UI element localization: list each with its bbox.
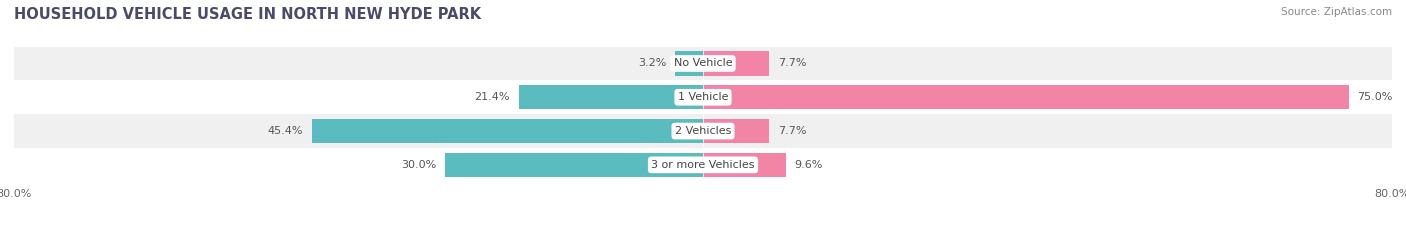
Text: 3 or more Vehicles: 3 or more Vehicles — [651, 160, 755, 170]
Bar — [14, 148, 1392, 182]
Bar — [14, 114, 1392, 148]
Bar — [312, 119, 703, 143]
Text: 3.2%: 3.2% — [638, 58, 666, 69]
Text: 7.7%: 7.7% — [778, 126, 807, 136]
Legend: Owner-occupied, Renter-occupied: Owner-occupied, Renter-occupied — [588, 231, 818, 233]
Text: Source: ZipAtlas.com: Source: ZipAtlas.com — [1281, 7, 1392, 17]
Bar — [703, 153, 786, 177]
Text: 2 Vehicles: 2 Vehicles — [675, 126, 731, 136]
Bar — [675, 51, 703, 76]
Bar — [14, 80, 1392, 114]
Text: 21.4%: 21.4% — [475, 92, 510, 102]
Bar — [703, 51, 769, 76]
Text: 7.7%: 7.7% — [778, 58, 807, 69]
Bar — [14, 47, 1392, 80]
Text: 45.4%: 45.4% — [269, 126, 304, 136]
Text: HOUSEHOLD VEHICLE USAGE IN NORTH NEW HYDE PARK: HOUSEHOLD VEHICLE USAGE IN NORTH NEW HYD… — [14, 7, 481, 22]
Text: 9.6%: 9.6% — [794, 160, 823, 170]
Bar — [703, 119, 769, 143]
Text: 75.0%: 75.0% — [1358, 92, 1393, 102]
Bar — [444, 153, 703, 177]
Bar — [519, 85, 703, 110]
Bar — [703, 85, 1348, 110]
Text: 30.0%: 30.0% — [401, 160, 436, 170]
Text: 1 Vehicle: 1 Vehicle — [678, 92, 728, 102]
Text: No Vehicle: No Vehicle — [673, 58, 733, 69]
